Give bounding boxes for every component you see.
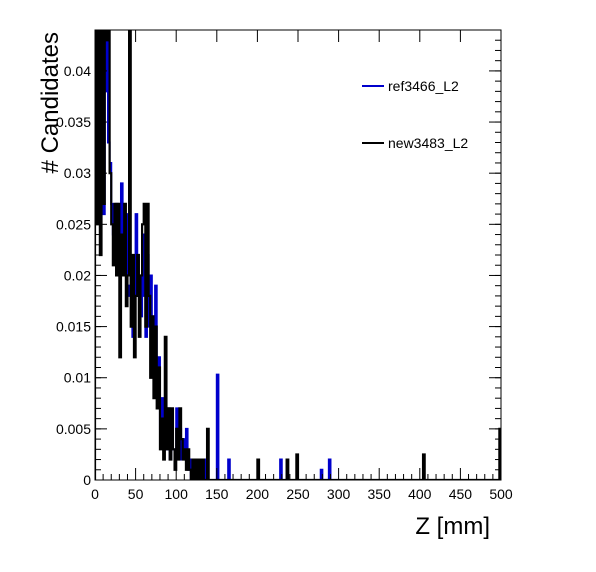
x-axis-title: Z [mm] [415, 513, 490, 540]
x-tick-label: 50 [128, 486, 144, 502]
legend-label-ref: ref3466_L2 [388, 78, 459, 94]
y-tick-label: 0.005 [56, 421, 91, 437]
x-tick-label: 400 [408, 486, 432, 502]
y-tick-label: 0.025 [56, 216, 91, 232]
x-tick-label: 300 [327, 486, 351, 502]
x-tick-label: 100 [165, 486, 189, 502]
y-tick-label: 0.02 [64, 267, 91, 283]
y-tick-label: 0.035 [56, 114, 91, 130]
y-tick-label: 0.04 [64, 63, 91, 79]
y-tick-label: 0.01 [64, 370, 91, 386]
x-axis: 0 50 100 150 200 250 300 350 400 450 500 [91, 30, 513, 502]
x-tick-label: 200 [246, 486, 270, 502]
legend-label-new: new3483_L2 [388, 135, 468, 151]
x-tick-label: 350 [368, 486, 392, 502]
x-tick-label: 0 [91, 486, 99, 502]
y-axis-title: # Candidates [37, 32, 64, 173]
x-tick-label: 150 [205, 486, 229, 502]
y-tick-label: 0.03 [64, 165, 91, 181]
y-tick-label: 0.015 [56, 319, 91, 335]
y-axis: 0 0.005 0.01 0.015 0.02 0.025 0.03 0.035 0.04 [56, 29, 501, 488]
legend-box [356, 72, 474, 168]
x-tick-label: 450 [449, 486, 473, 502]
x-tick-label: 500 [489, 486, 513, 502]
y-tick-label: 0 [83, 472, 91, 488]
legend: ref3466_L2 new3483_L2 [356, 72, 474, 168]
series-line-new [95, 30, 501, 480]
series-layer [95, 30, 501, 480]
x-tick-label: 250 [286, 486, 310, 502]
